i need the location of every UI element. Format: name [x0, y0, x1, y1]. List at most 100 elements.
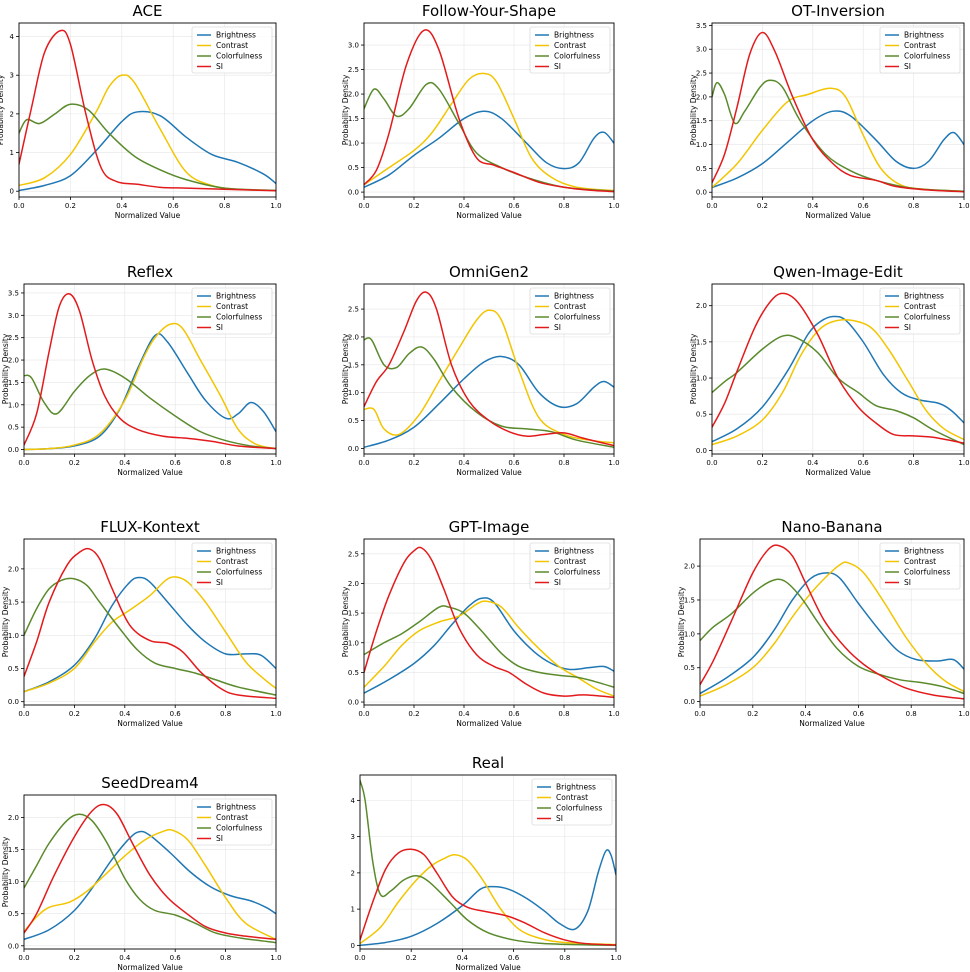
series-line-contrast — [700, 561, 964, 697]
y-tick-label: 1.5 — [696, 338, 707, 346]
y-tick-label: 0.5 — [348, 669, 359, 677]
series-line-si — [712, 31, 964, 193]
y-tick-label: 0.0 — [8, 446, 19, 454]
x-tick-label: 0.0 — [18, 710, 29, 718]
chart-title: Reflex — [127, 263, 173, 281]
y-tick-label: 1 — [351, 906, 355, 914]
x-tick-label: 0.8 — [559, 954, 570, 962]
x-tick-label: 0.4 — [807, 459, 819, 467]
y-tick-label: 0.5 — [348, 164, 359, 172]
x-tick-label: 0.2 — [69, 710, 80, 718]
x-tick-label: 0.2 — [757, 459, 768, 467]
legend-label: Colorfulness — [216, 568, 262, 577]
y-tick-label: 2.5 — [696, 70, 707, 78]
y-tick-label: 2.5 — [8, 334, 19, 342]
x-tick-label: 0.4 — [119, 710, 131, 718]
x-tick-label: 0.0 — [13, 202, 24, 210]
y-tick-label: 2.0 — [348, 333, 359, 341]
series-line-si — [364, 29, 614, 193]
series-line-si — [700, 544, 964, 700]
y-tick-label: 1.0 — [348, 639, 359, 647]
chart-title: Qwen-Image-Edit — [773, 263, 903, 281]
y-tick-label: 0.0 — [348, 445, 359, 453]
plot-frame — [363, 22, 615, 198]
x-axis-label: Normalized Value — [456, 211, 522, 220]
x-tick-label: 0.0 — [358, 202, 369, 210]
x-tick-label: 0.0 — [358, 459, 369, 467]
legend-label: Colorfulness — [904, 568, 950, 577]
series-line-si — [24, 803, 276, 941]
legend-box — [191, 287, 273, 335]
legend-label: Colorfulness — [216, 824, 262, 833]
x-tick-label: 1.0 — [610, 954, 621, 962]
legend-label: SI — [904, 62, 911, 71]
chart-title: Nano-Banana — [781, 518, 882, 536]
x-tick-label: 0.2 — [406, 954, 417, 962]
chart-title: GPT-Image — [449, 518, 530, 536]
x-tick-label: 0.8 — [220, 954, 231, 962]
series-line-contrast — [712, 318, 964, 446]
chart-title: SeedDream4 — [101, 774, 198, 792]
series-line-contrast — [364, 72, 614, 192]
y-tick-label: 1.0 — [348, 389, 359, 397]
legend-label: Brightness — [554, 31, 594, 40]
x-axis-label: Normalized Value — [117, 963, 183, 972]
x-tick-label: 1.0 — [608, 459, 619, 467]
y-tick-label: 0.5 — [696, 165, 707, 173]
y-axis-label: Probability Density — [689, 333, 698, 404]
y-axis-label: Probability Density — [1, 836, 10, 907]
y-tick-label: 0.0 — [348, 189, 359, 197]
y-tick-label: 0.5 — [8, 665, 19, 673]
x-tick-label: 0.8 — [558, 710, 569, 718]
y-tick-label: 3.0 — [696, 46, 707, 54]
legend-box — [529, 542, 611, 590]
plot-frame — [363, 538, 615, 706]
y-tick-label: 2.5 — [348, 66, 359, 74]
y-tick-label: 0.5 — [684, 664, 695, 672]
x-tick-label: 0.8 — [906, 710, 917, 718]
series-line-brightness — [24, 332, 276, 451]
legend-label: Colorfulness — [554, 313, 600, 322]
x-tick-label: 0.4 — [800, 710, 812, 718]
x-tick-label: 1.0 — [270, 710, 281, 718]
x-tick-label: 0.6 — [170, 710, 182, 718]
y-tick-label: 3.0 — [348, 42, 359, 50]
legend-box — [531, 778, 613, 826]
chart-panel-8: GPT-Image 0.0 0.2 0.4 0.6 0.8 1.0 0.0 0.5 1.0 1.5 2… — [341, 518, 620, 728]
plot-frame — [711, 22, 965, 198]
x-tick-label: 0.2 — [408, 202, 419, 210]
x-tick-label: 0.6 — [853, 710, 865, 718]
series-line-contrast — [364, 309, 614, 444]
chart-panel-11: Real 0.0 0.2 0.4 0.6 0.8 1.0 0 1 2 3 4 Normalized Va… — [351, 754, 622, 972]
series-line-colorfulness — [364, 337, 614, 449]
y-tick-label: 2.0 — [696, 93, 707, 101]
plot-frame — [363, 283, 615, 455]
x-tick-label: 0.8 — [908, 459, 919, 467]
x-tick-label: 0.4 — [458, 202, 470, 210]
series-line-brightness — [364, 110, 614, 188]
chart-panel-10: SeedDream4 0.0 0.2 0.4 0.6 0.8 1.0 0.0 0.5 1.0 1.5… — [1, 774, 282, 972]
y-tick-label: 1.5 — [348, 115, 359, 123]
y-tick-label: 1.5 — [348, 361, 359, 369]
chart-title: OT-Inversion — [791, 2, 885, 20]
legend-label: Brightness — [554, 292, 594, 301]
legend-label: SI — [554, 578, 561, 587]
legend-box — [191, 26, 273, 74]
x-tick-label: 0.8 — [558, 202, 569, 210]
x-tick-label: 0.8 — [558, 459, 569, 467]
legend-label: SI — [216, 323, 223, 332]
y-tick-label: 0 — [351, 942, 355, 950]
chart-panel-1: ACE 0.0 0.2 0.4 0.6 0.8 1.0 0 1 2 3 4 Normalized Val… — [0, 2, 282, 220]
legend-label: Colorfulness — [554, 568, 600, 577]
legend-label: Contrast — [216, 41, 248, 50]
y-tick-label: 2.5 — [348, 306, 359, 314]
legend-label: Brightness — [904, 292, 944, 301]
x-tick-label: 0.6 — [858, 459, 870, 467]
x-tick-label: 0.6 — [170, 954, 182, 962]
series-line-colorfulness — [24, 577, 276, 696]
series-line-colorfulness — [360, 779, 616, 947]
y-tick-label: 4 — [351, 797, 356, 805]
